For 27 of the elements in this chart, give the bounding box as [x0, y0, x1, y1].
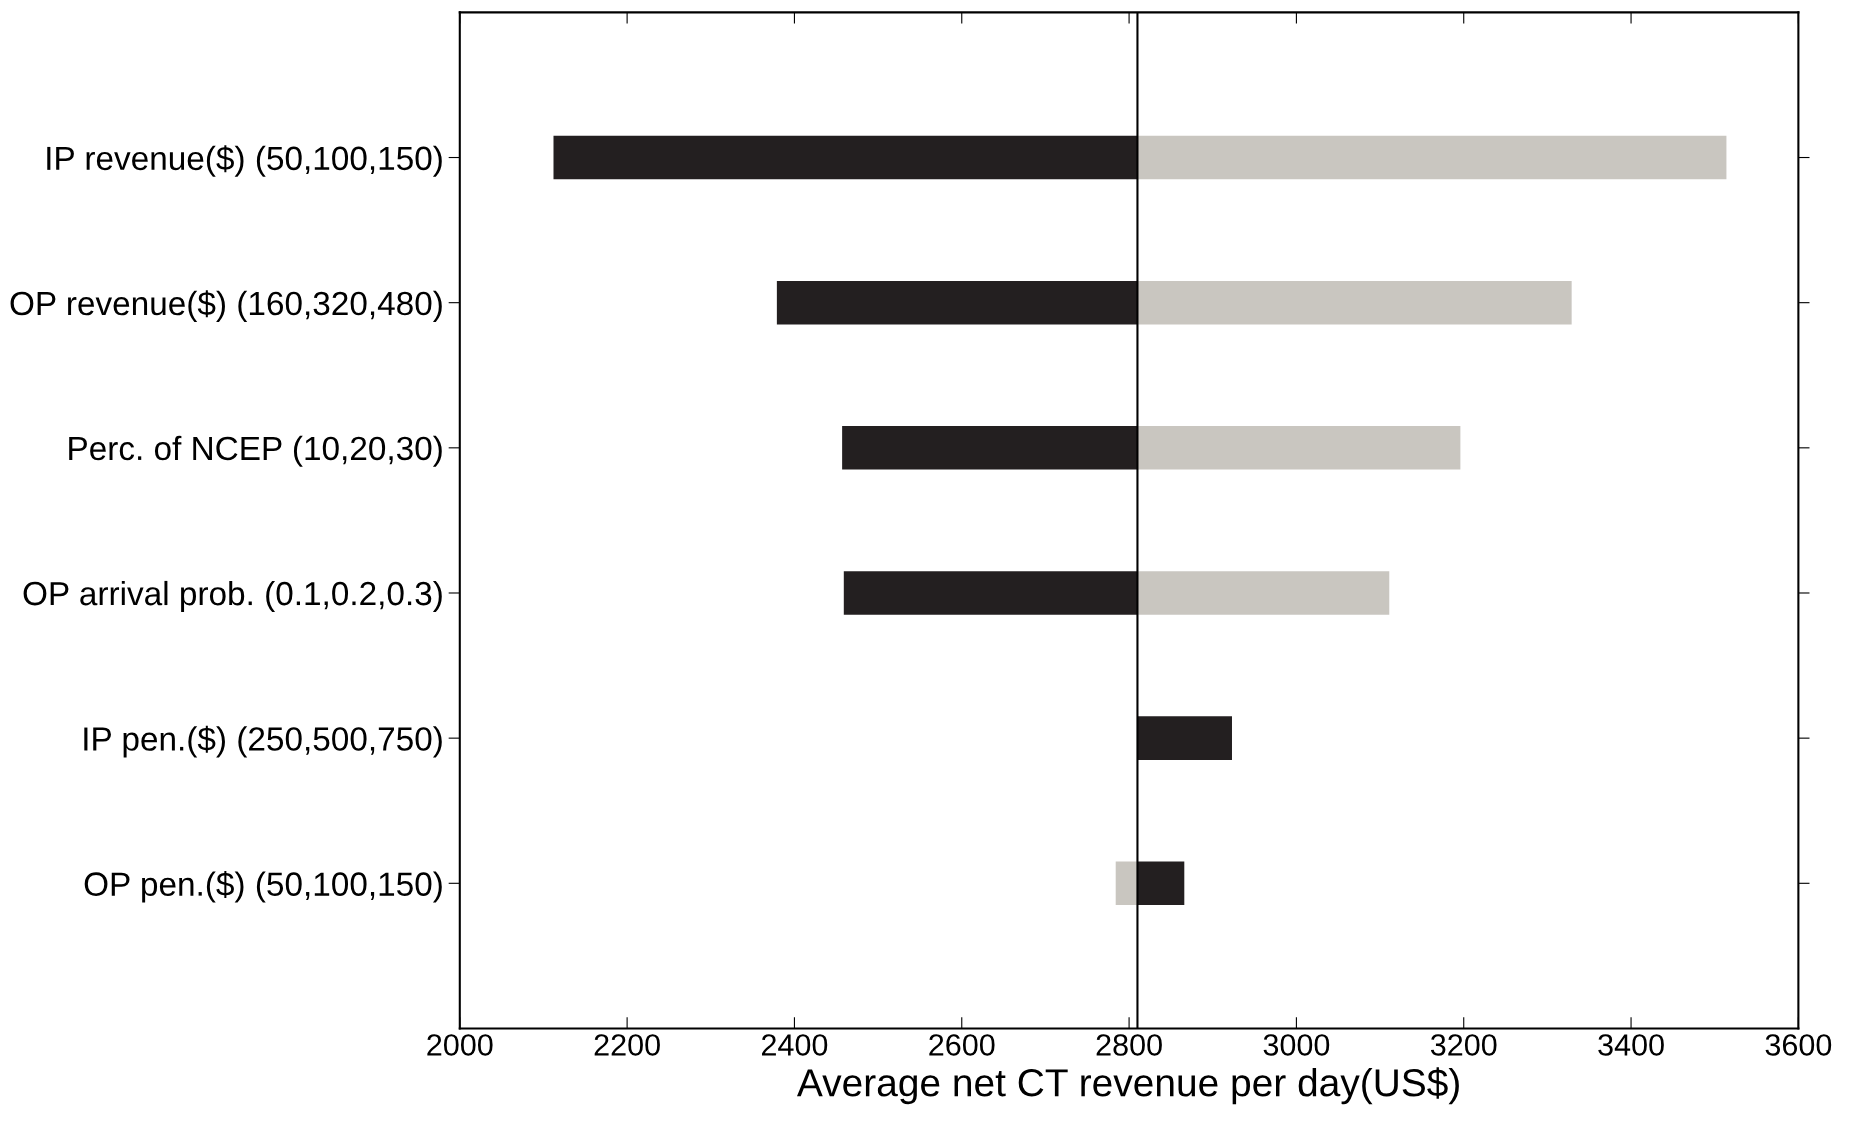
x-tick-label: 2200	[594, 1034, 660, 1056]
y-tick-label: OP pen.($) (50,100,150)	[84, 870, 442, 903]
y-tick-label: OP arrival prob. (0.1,0.2,0.3)	[23, 580, 442, 612]
bar	[842, 426, 1138, 470]
bar	[1137, 716, 1232, 760]
x-tick-label: 2000	[427, 1034, 493, 1056]
bar	[843, 571, 1138, 615]
bar	[1137, 280, 1572, 325]
bar	[553, 135, 1138, 180]
x-tick-label: 2600	[929, 1034, 995, 1056]
bar	[1115, 861, 1138, 906]
bar	[1137, 426, 1461, 470]
x-tick-label: 2400	[761, 1034, 828, 1056]
y-tick-label: IP pen.($) (250,500,750)	[84, 725, 442, 758]
x-axis-title: Average net CT revenue per day(US$)	[796, 1067, 1459, 1105]
y-tick-label: IP revenue($) (50,100,150)	[47, 145, 442, 177]
x-tick-label: 3400	[1598, 1034, 1664, 1056]
bar	[776, 280, 1138, 325]
bar	[1137, 571, 1390, 615]
x-tick-label: 2800	[1096, 1034, 1162, 1056]
x-tick-label: 3200	[1430, 1034, 1497, 1056]
y-tick-label: OP revenue($) (160,320,480)	[10, 290, 442, 322]
bar	[1137, 135, 1727, 180]
bar	[1137, 861, 1185, 906]
y-tick-label: Perc. of NCEP (10,20,30)	[69, 435, 442, 467]
x-tick-label: 3600	[1765, 1034, 1832, 1056]
x-tick-label: 3000	[1263, 1034, 1330, 1056]
